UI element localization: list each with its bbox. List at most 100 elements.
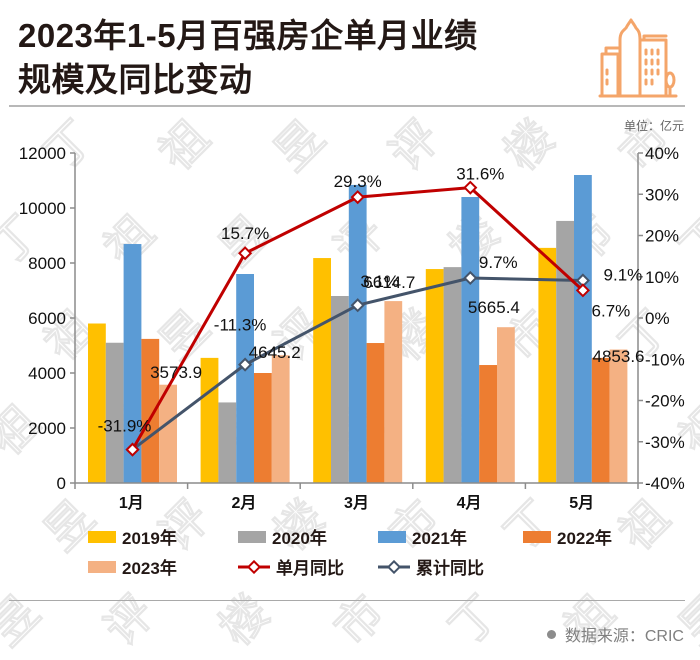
label-cumulative-yoy: 9.7% — [479, 253, 518, 272]
title-line-2: 规模及同比变动 — [18, 61, 253, 98]
label-2023-value: 4853.6 — [593, 347, 645, 366]
legend-label: 2019年 — [122, 529, 177, 548]
y-left-tick-label: 12000 — [19, 144, 66, 163]
bar-2020年-2月 — [218, 402, 237, 483]
source-note: 数据来源：CRIC — [546, 622, 684, 646]
marker-累计同比 — [238, 357, 253, 372]
legend-item-monthly-yoy[interactable]: 单月同比 — [238, 554, 344, 579]
bar-2023年-2月 — [271, 355, 290, 483]
legend-item-2019[interactable]: 2019年 — [88, 524, 177, 549]
label-cumulative-yoy: 3.1% — [360, 272, 399, 291]
label-monthly-yoy: 29.3% — [334, 172, 382, 191]
legend-item-2020[interactable]: 2020年 — [238, 524, 327, 549]
legend-item-cumulative-yoy[interactable]: 累计同比 — [378, 554, 484, 579]
legend-swatch-2023 — [88, 560, 116, 573]
x-tick-label: 4月 — [457, 494, 482, 512]
legend-label: 单月同比 — [276, 559, 344, 578]
city-buildings-icon — [598, 18, 678, 98]
legend-label: 2021年 — [412, 529, 467, 548]
bar-2019年-4月 — [425, 269, 444, 483]
y-left-tick-label: 2000 — [28, 419, 66, 438]
bar-2022年-1月 — [141, 338, 160, 483]
x-tick-label: 1月 — [119, 494, 144, 512]
marker-单月同比 — [125, 442, 140, 457]
header-divider — [9, 105, 685, 107]
y-right-tick-label: -10% — [645, 350, 685, 369]
label-cumulative-yoy: 9.1% — [604, 265, 643, 284]
bar-2021年-4月 — [461, 197, 480, 483]
legend-item-2022[interactable]: 2022年 — [523, 524, 612, 549]
label-2023-value: 5665.4 — [468, 298, 520, 317]
label-2023-value: 3573.9 — [150, 363, 202, 382]
bar-2019年-2月 — [200, 357, 219, 483]
data-labels-group: -31.9% 15.7% 29.3% 31.6% 6.7% -11.3% 3.1% 9.7% 9… — [98, 165, 645, 436]
y-right-tick-label: 0% — [645, 309, 670, 328]
source-label: 数据来源：CRIC — [564, 628, 684, 645]
y-right-tick-label: -30% — [645, 433, 685, 452]
y-right-tick-label: -20% — [645, 392, 685, 411]
legend-swatch-2021 — [378, 530, 406, 543]
bar-2023年-4月 — [497, 327, 515, 483]
legend-item-2021[interactable]: 2021年 — [378, 524, 467, 549]
bar-2022年-3月 — [366, 343, 385, 483]
y-right-tick-label: 20% — [645, 227, 679, 246]
legend-swatch-2022 — [523, 530, 551, 543]
marker-单月同比 — [575, 283, 590, 298]
x-tick-label: 2月 — [231, 494, 256, 512]
y-right-tick-label: 10% — [645, 268, 679, 287]
marker-单月同比 — [350, 190, 365, 205]
label-monthly-yoy: 6.7% — [592, 301, 631, 320]
legend-label: 2020年 — [272, 529, 327, 548]
bar-2021年-3月 — [348, 184, 367, 483]
bar-2021年-2月 — [236, 274, 254, 483]
y-left-tick-label: 6000 — [28, 309, 66, 328]
marker-累计同比 — [463, 270, 478, 286]
bars-group — [88, 175, 628, 484]
y-left-tick-label: 0 — [57, 474, 66, 493]
y-left-tick-label: 10000 — [19, 199, 66, 218]
y-left-tick-label: 4000 — [28, 364, 66, 383]
legend-line-marker-red — [238, 559, 270, 574]
unit-label: 单位：亿元 — [623, 119, 684, 133]
marker-单月同比 — [238, 246, 253, 261]
bar-2023年-3月 — [384, 301, 403, 483]
y-right-tick-label: -40% — [645, 474, 685, 493]
legend-swatch-2020 — [238, 530, 266, 543]
bar-2020年-3月 — [331, 296, 349, 483]
bar-2022年-2月 — [254, 373, 272, 483]
y-right-tick-label: 30% — [645, 185, 679, 204]
bar-2021年-1月 — [123, 244, 142, 483]
label-cumulative-yoy: -11.3% — [214, 316, 267, 335]
x-tick-label: 5月 — [569, 494, 594, 512]
legend-label: 2023年 — [122, 559, 177, 578]
bar-2020年-5月 — [556, 220, 574, 484]
bar-2022年-5月 — [591, 357, 610, 483]
marker-单月同比 — [463, 180, 478, 195]
bullet-icon — [546, 629, 556, 639]
label-monthly-yoy: -31.9% — [98, 417, 152, 436]
bar-2023年-5月 — [609, 349, 628, 483]
marker-累计同比 — [575, 273, 590, 288]
marker-累计同比 — [350, 298, 365, 313]
x-tick-label: 3月 — [344, 494, 369, 512]
title-line-1: 2023年1-5月百强房企单月业绩 — [18, 17, 478, 54]
legend-line-marker-navy — [378, 559, 410, 574]
legend-label: 2022年 — [557, 529, 612, 548]
label-2023-value: 4645.2 — [249, 343, 301, 362]
bar-2020年-4月 — [443, 267, 462, 483]
label-monthly-yoy: 15.7% — [221, 224, 269, 243]
label-2023-value: 6614.7 — [363, 273, 415, 292]
footer-divider — [9, 600, 685, 601]
bar-2019年-1月 — [88, 323, 106, 483]
legend-item-2023[interactable]: 2023年 — [88, 554, 177, 579]
legend-label: 累计同比 — [416, 559, 484, 578]
bar-2019年-5月 — [538, 247, 557, 483]
bar-2020年-1月 — [105, 342, 124, 483]
bar-2021年-5月 — [574, 175, 592, 483]
bar-2023年-1月 — [159, 384, 177, 483]
bar-2022年-4月 — [479, 365, 497, 483]
label-monthly-yoy: 31.6% — [456, 165, 504, 184]
bar-2019年-3月 — [313, 258, 331, 483]
legend-swatch-2019 — [88, 530, 116, 543]
